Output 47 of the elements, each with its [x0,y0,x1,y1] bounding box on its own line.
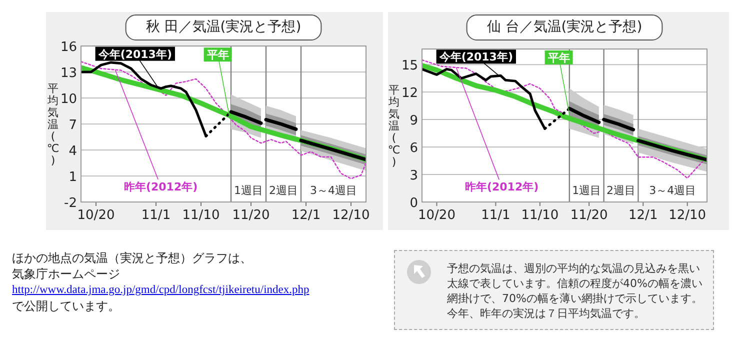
y-axis-title: 平均気温(℃) [388,84,400,168]
y-tick-label: 3 [410,168,418,184]
y-tick-label: 16 [60,40,77,55]
x-tick-label: 11/20 [570,208,608,223]
y-tick-label: 6 [410,141,418,156]
x-tick-label: 12/10 [332,208,370,223]
text: 昨年(2012年) [464,180,539,194]
y-tick-label: 4 [68,144,77,159]
x-tick-label: 10/20 [418,208,456,223]
text: 昨年(2012年) [124,180,198,194]
text: 平年 [546,51,570,64]
y-tick-label: 12 [401,86,418,102]
text: ほかの地点の気温（実況と予想）グラフは、 [12,250,253,266]
y-tick-label: 15 [401,58,418,74]
ref-line-label: 2週目 [269,184,298,197]
y-axis-title: 平均気温(℃) [46,82,60,167]
x-tick-label: 10/20 [77,208,115,223]
y-tick-label: 13 [60,66,77,81]
text: 平年 [206,48,229,62]
line-series [81,61,366,180]
series-label: 今年(2013年) [438,50,513,64]
ref-line-label: 2週目 [606,184,636,197]
x-tick-label: 11/1 [481,208,510,223]
y-tick-label: 10 [60,92,77,107]
ref-line-label: 3～4週目 [649,184,696,197]
ref-line-label: 1週目 [572,184,602,197]
y-tick-label: 0 [410,196,418,211]
y-tick-label: 9 [410,114,418,129]
x-tick-label: 11/10 [182,208,220,223]
x-tick-label: 12/10 [668,208,706,223]
x-tick-label: 12/1 [291,208,321,223]
y-tick-label: 1 [68,170,77,185]
chart-title: 秋 田／気温(実況と予想) [146,19,302,35]
text: http://www.data.jma.go.jp/gmd/cpd/longfcst/tjikeiretu/index.php [12,283,310,298]
text: で公開しています。 [12,298,121,314]
x-tick-label: 12/1 [628,208,658,223]
ref-line-label: 1週目 [234,184,263,197]
y-tick-label: -2 [64,196,77,211]
text: 気象庁ホームページ [12,266,121,282]
text: 予想の気温は、週別の平均的な気温の見込みを黒い太線で表しています。信頼の程度が40%の幅を濃い網掛けで、70%の幅を薄い網掛けで示しています。今年、昨年の実況は７日平均気温です。 [447,261,704,321]
x-tick-label: 11/1 [141,208,171,223]
y-tick-label: 7 [68,118,77,133]
x-tick-label: 11/10 [521,208,559,223]
chart-title: 仙 台／気温(実況と予想) [486,19,642,35]
series-label: 今年(2013年) [97,48,172,61]
x-tick-label: 11/20 [232,208,270,223]
ref-line-label: 3～4週目 [310,184,357,197]
